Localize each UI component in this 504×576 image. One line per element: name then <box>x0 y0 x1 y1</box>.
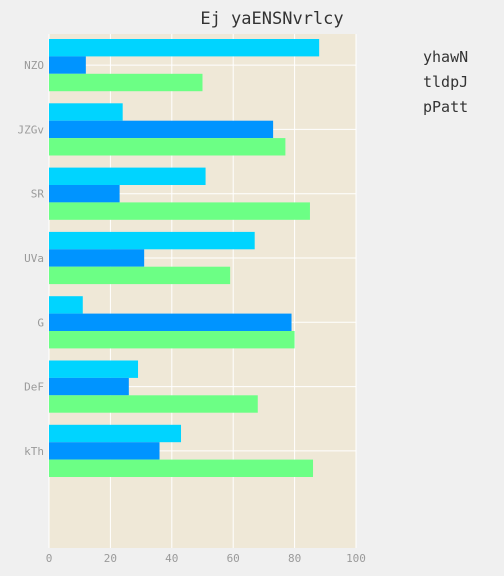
y-tick-label: DeF <box>24 381 44 394</box>
x-tick-label: 100 <box>346 552 366 565</box>
bar-yhawN-UVa <box>49 231 255 250</box>
bar-tldpJ-G <box>49 313 292 331</box>
y-tick-label: SR <box>31 188 45 201</box>
bar-pPatt-NZO <box>49 73 203 92</box>
bar-yhawN-NZO <box>49 39 320 57</box>
bar-pPatt-JZGv <box>49 138 286 156</box>
y-tick-label: UVa <box>24 252 44 265</box>
bar-yhawN-kTh <box>49 424 182 443</box>
y-tick-label: kTh <box>24 445 44 458</box>
chart-title: Ej yaENSNvrlcy <box>200 9 343 29</box>
x-tick-label: 0 <box>46 552 53 565</box>
bar-tldpJ-DeF <box>49 377 129 396</box>
x-axis-tick-labels: 0 20 40 60 80 100 <box>46 552 366 565</box>
legend-entry-pPatt: pPatt <box>423 98 468 116</box>
bar-tldpJ-kTh <box>49 442 160 460</box>
bar-tldpJ-UVa <box>49 249 145 267</box>
bar-pPatt-UVa <box>49 266 231 285</box>
bars <box>49 39 320 477</box>
bar-yhawN-DeF <box>49 360 139 378</box>
bar-pPatt-SR <box>49 202 310 220</box>
bar-yhawN-JZGv <box>49 103 123 121</box>
bar-tldpJ-NZO <box>49 56 86 74</box>
bar-pPatt-DeF <box>49 395 258 413</box>
bar-yhawN-SR <box>49 167 206 185</box>
legend: yhawN tldpJ pPatt <box>423 48 468 116</box>
x-tick-label: 20 <box>104 552 117 565</box>
x-tick-label: 40 <box>165 552 178 565</box>
y-axis-tick-labels: NZO JZGv SR UVa G DeF kTh <box>18 59 45 458</box>
legend-entry-yhawN: yhawN <box>423 48 468 66</box>
legend-entry-tldpJ: tldpJ <box>423 73 468 91</box>
y-tick-label: NZO <box>24 59 44 72</box>
y-tick-label: G <box>37 316 44 329</box>
x-tick-label: 60 <box>227 552 240 565</box>
bar-yhawN-G <box>49 296 83 314</box>
bar-pPatt-G <box>49 331 295 349</box>
y-tick-label: JZGv <box>18 123 45 136</box>
bar-tldpJ-JZGv <box>49 120 274 139</box>
x-tick-label: 80 <box>288 552 301 565</box>
bar-tldpJ-SR <box>49 185 120 203</box>
bar-pPatt-kTh <box>49 459 314 477</box>
